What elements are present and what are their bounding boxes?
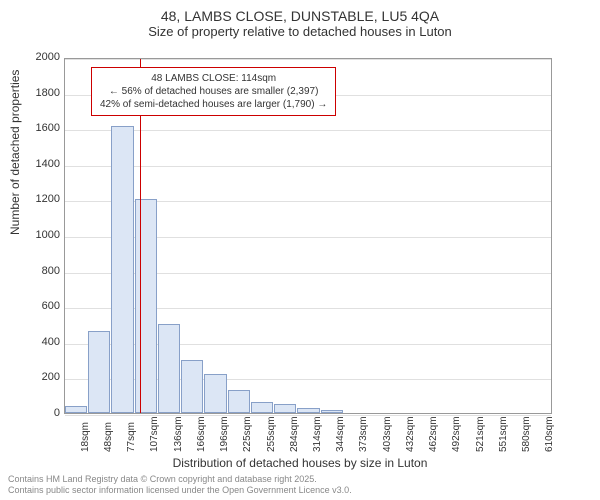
chart-plot-area: 48 LAMBS CLOSE: 114sqm← 56% of detached … xyxy=(64,58,552,414)
xtick-label: 610sqm xyxy=(544,416,555,452)
xtick-label: 344sqm xyxy=(335,416,346,452)
ytick-label: 600 xyxy=(28,300,60,312)
gridline xyxy=(65,166,551,167)
ytick-label: 1200 xyxy=(28,193,60,205)
xtick-label: 225sqm xyxy=(242,416,253,452)
bar xyxy=(88,331,110,413)
annotation-line3: 42% of semi-detached houses are larger (… xyxy=(100,98,327,111)
bar xyxy=(135,199,157,413)
ytick-label: 800 xyxy=(28,265,60,277)
ytick-label: 1400 xyxy=(28,158,60,170)
xtick-label: 314sqm xyxy=(312,416,323,452)
gridline xyxy=(65,59,551,60)
xtick-label: 166sqm xyxy=(196,416,207,452)
xtick-label: 107sqm xyxy=(149,416,160,452)
bar xyxy=(111,126,133,413)
xtick-label: 492sqm xyxy=(451,416,462,452)
xtick-label: 136sqm xyxy=(173,416,184,452)
xtick-label: 551sqm xyxy=(498,416,509,452)
ytick-label: 1000 xyxy=(28,229,60,241)
bar xyxy=(158,324,180,413)
xtick-label: 462sqm xyxy=(428,416,439,452)
bar xyxy=(181,360,203,413)
xtick-label: 432sqm xyxy=(405,416,416,452)
xtick-label: 373sqm xyxy=(358,416,369,452)
xtick-label: 48sqm xyxy=(103,422,114,452)
xtick-label: 18sqm xyxy=(80,422,91,452)
ytick-label: 1800 xyxy=(28,87,60,99)
y-axis-label: Number of detached properties xyxy=(8,70,22,235)
bar xyxy=(204,374,226,413)
bar xyxy=(251,402,273,413)
xtick-label: 196sqm xyxy=(219,416,230,452)
footer-line2: Contains public sector information licen… xyxy=(8,485,352,496)
ytick-label: 0 xyxy=(28,407,60,419)
bar xyxy=(228,390,250,413)
annotation-line1: 48 LAMBS CLOSE: 114sqm xyxy=(100,72,327,85)
bar xyxy=(274,404,296,413)
ytick-label: 400 xyxy=(28,336,60,348)
x-axis-label: Distribution of detached houses by size … xyxy=(0,456,600,470)
xtick-label: 255sqm xyxy=(266,416,277,452)
ytick-label: 1600 xyxy=(28,122,60,134)
bar xyxy=(65,406,87,413)
footer-line1: Contains HM Land Registry data © Crown c… xyxy=(8,474,352,485)
xtick-label: 284sqm xyxy=(289,416,300,452)
xtick-label: 580sqm xyxy=(521,416,532,452)
annotation-box: 48 LAMBS CLOSE: 114sqm← 56% of detached … xyxy=(91,67,336,116)
xtick-label: 77sqm xyxy=(126,422,137,452)
bar xyxy=(321,410,343,413)
ytick-label: 200 xyxy=(28,371,60,383)
footer-attribution: Contains HM Land Registry data © Crown c… xyxy=(8,474,352,496)
chart-title-desc: Size of property relative to detached ho… xyxy=(0,24,600,39)
ytick-label: 2000 xyxy=(28,51,60,63)
gridline xyxy=(65,130,551,131)
xtick-label: 403sqm xyxy=(382,416,393,452)
bar xyxy=(297,408,319,413)
xtick-label: 521sqm xyxy=(475,416,486,452)
annotation-line2: ← 56% of detached houses are smaller (2,… xyxy=(100,85,327,98)
chart-title-address: 48, LAMBS CLOSE, DUNSTABLE, LU5 4QA xyxy=(0,8,600,24)
